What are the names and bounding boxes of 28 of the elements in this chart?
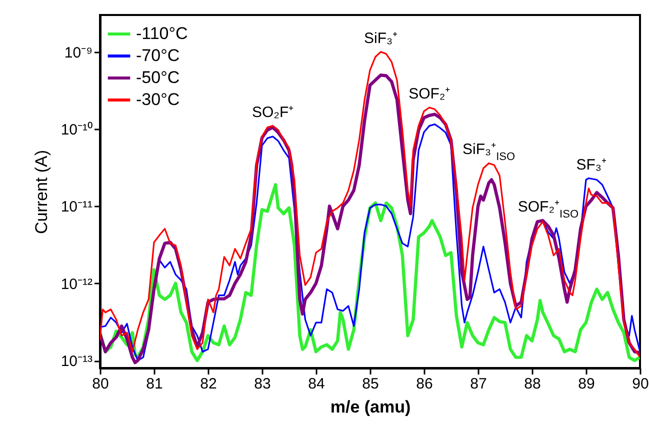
x-tick-label: 81 (146, 376, 163, 392)
x-tick-label: 82 (200, 376, 217, 392)
x-tick-label: 80 (92, 376, 109, 392)
x-axis-title: m/e (amu) (330, 398, 411, 416)
x-tick-label: 89 (578, 376, 595, 392)
annotation: SF₃⁺ (576, 156, 607, 174)
annotation: SiF₃⁺ (364, 30, 398, 47)
legend-label: -70°C (136, 46, 180, 65)
annotation: SOF₂⁺$_{ISO}$ (518, 198, 579, 221)
y-axis-title: Current (A) (32, 150, 51, 234)
x-tick-label: 84 (308, 376, 325, 392)
y-tick-label: 10⁻¹¹ (60, 198, 92, 216)
x-tick-label: 86 (416, 376, 433, 392)
legend-label: -30°C (136, 90, 180, 109)
y-tick-label: 10⁻¹³ (60, 353, 92, 370)
legend-label: -110°C (136, 24, 188, 43)
annotation: SOF₂⁺ (408, 85, 450, 102)
annotation: SiF₃⁺$_{ISO}$ (462, 141, 516, 164)
x-tick-label: 87 (470, 376, 487, 392)
y-tick-label: 10⁻¹⁰ (60, 121, 92, 138)
x-tick-label: 88 (524, 376, 541, 392)
x-tick-label: 85 (362, 376, 379, 392)
x-tick-label: 90 (632, 376, 649, 392)
y-tick-label: 10⁻¹² (60, 276, 92, 293)
annotation: SO₂F⁺ (252, 104, 294, 121)
x-tick-label: 83 (254, 376, 271, 392)
legend-label: -50°C (136, 68, 180, 87)
y-tick-label: 10⁻⁹ (64, 44, 92, 62)
